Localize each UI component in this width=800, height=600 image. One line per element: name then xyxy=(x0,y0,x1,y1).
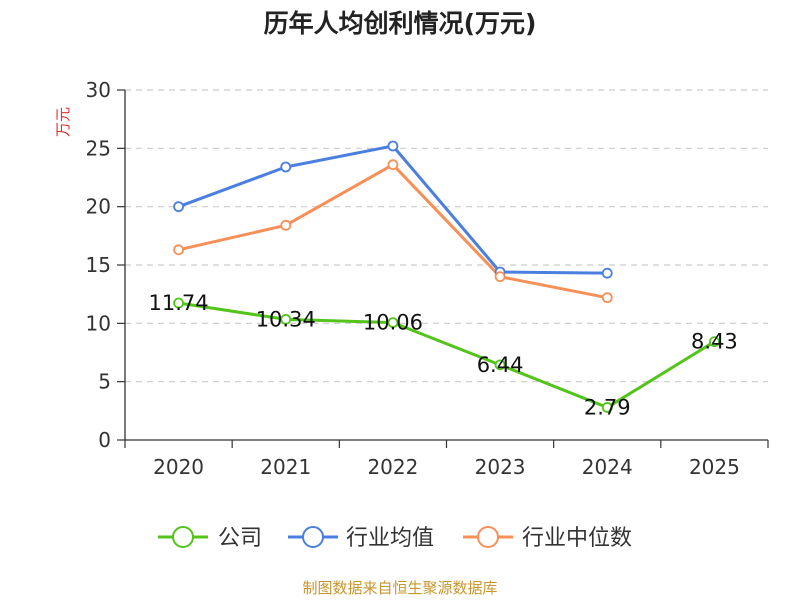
legend-label: 公司 xyxy=(218,526,262,551)
data-label: 10.34 xyxy=(256,307,316,331)
data-point xyxy=(601,402,613,413)
data-label: 2.79 xyxy=(584,395,631,419)
data-point xyxy=(387,159,399,171)
y-tick-label: 25 xyxy=(86,136,111,160)
series-line xyxy=(178,301,716,409)
grid-lines xyxy=(125,89,768,383)
data-point xyxy=(280,219,292,231)
legend-item[interactable]: 公司 xyxy=(158,526,262,551)
x-tick-label: 2022 xyxy=(367,455,418,479)
data-point xyxy=(494,271,506,283)
source-note: 制图数据来自恒生聚源数据库 xyxy=(302,579,497,597)
data-point xyxy=(494,359,506,371)
data-point xyxy=(173,201,184,213)
legend: 公司 行业均值 行业中位数 xyxy=(158,526,632,551)
x-tick-label: 2021 xyxy=(260,455,311,479)
legend-item[interactable]: 行业均值 xyxy=(288,526,434,551)
legend-marker xyxy=(477,526,499,548)
series-group xyxy=(173,140,720,413)
data-label: 6.44 xyxy=(477,353,524,377)
y-tick-label: 30 xyxy=(86,78,111,102)
data-point xyxy=(173,244,184,256)
data-point xyxy=(709,336,720,348)
y-tick-label: 10 xyxy=(86,311,111,335)
y-axis-ticks: 0 5 10 15 20 25 30 xyxy=(86,78,125,452)
x-axis-ticks: 2020 2021 2022 2023 2024 2025 xyxy=(124,440,769,479)
data-point xyxy=(387,317,399,329)
data-point xyxy=(173,297,184,309)
data-point xyxy=(601,267,613,279)
legend-item[interactable]: 行业中位数 xyxy=(463,526,632,551)
y-axis-label: 万元 xyxy=(54,107,72,137)
x-tick-label: 2024 xyxy=(582,455,633,479)
data-point xyxy=(601,292,613,304)
legend-label: 行业均值 xyxy=(346,526,434,551)
data-label: 11.74 xyxy=(149,291,209,315)
data-label: 8.43 xyxy=(691,330,738,354)
x-tick-label: 2020 xyxy=(153,455,204,479)
data-point xyxy=(387,140,399,152)
data-labels: 11.74 10.34 10.06 6.44 2.79 8.43 xyxy=(149,291,738,419)
series-line xyxy=(178,163,608,300)
y-tick-label: 5 xyxy=(98,370,111,394)
x-tick-label: 2025 xyxy=(689,455,740,479)
x-tick-label: 2023 xyxy=(475,455,526,479)
data-point xyxy=(280,313,292,325)
legend-label: 行业中位数 xyxy=(522,526,632,551)
data-label: 10.06 xyxy=(363,311,423,335)
y-tick-label: 20 xyxy=(86,195,111,219)
y-tick-label: 0 xyxy=(98,428,111,452)
chart-title: 历年人均创利情况(万元) xyxy=(264,9,537,38)
y-tick-label: 15 xyxy=(86,253,111,277)
data-point xyxy=(280,161,292,173)
legend-marker xyxy=(302,526,324,548)
legend-marker xyxy=(172,526,194,548)
